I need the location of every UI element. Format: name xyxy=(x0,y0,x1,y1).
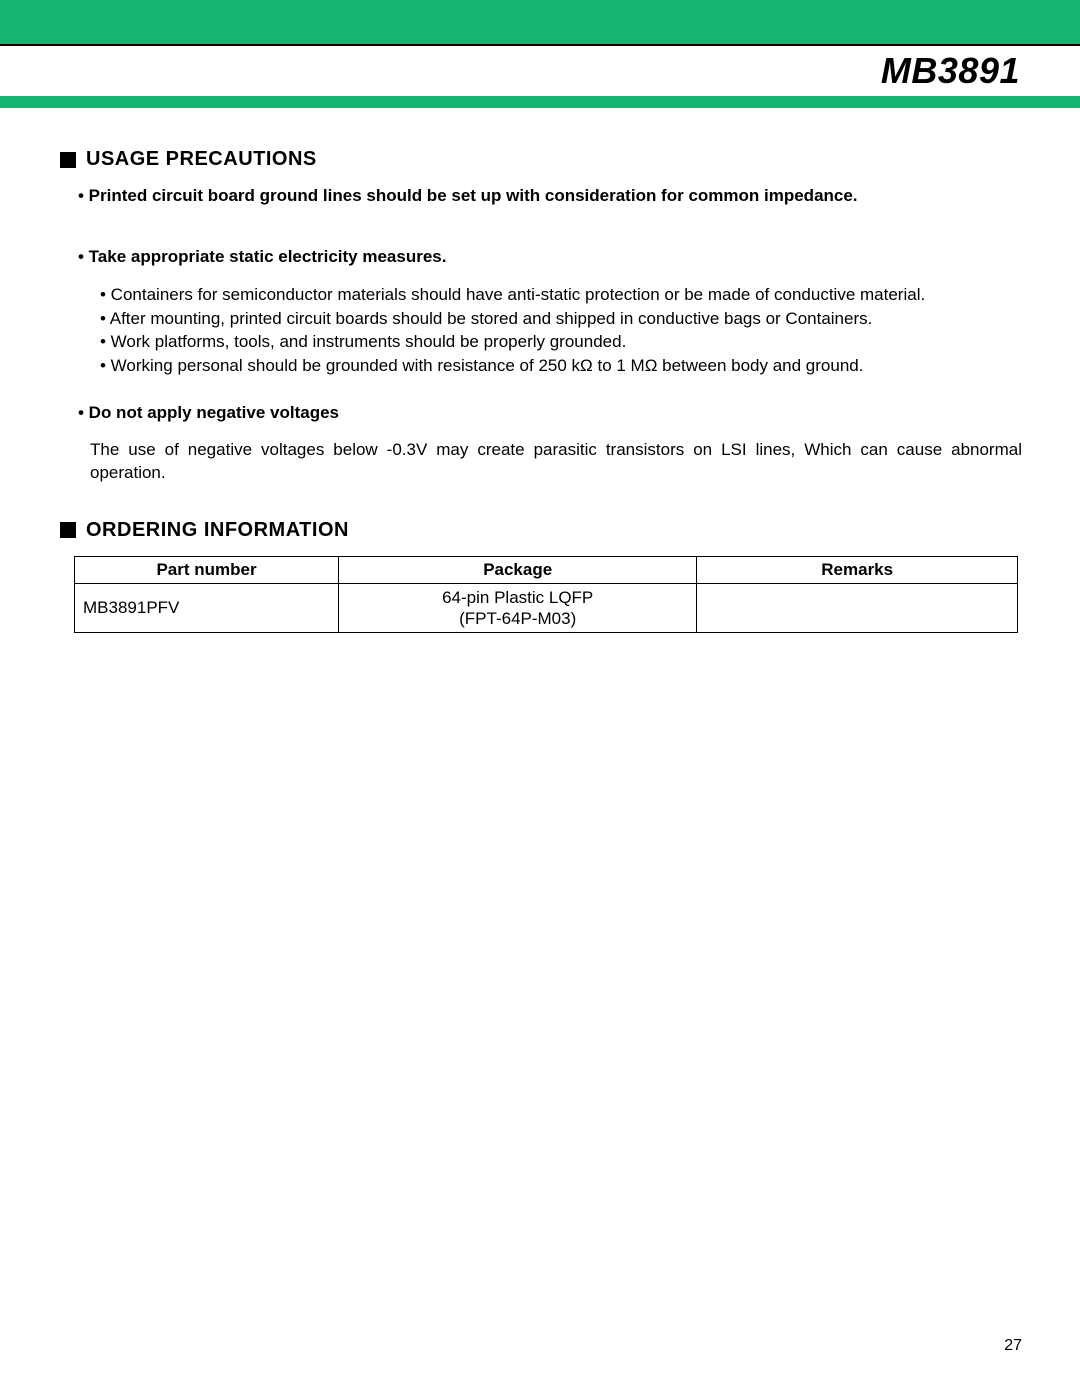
page: MB3891 USAGE PRECAUTIONS • Printed circu… xyxy=(0,0,1080,1397)
content-area: USAGE PRECAUTIONS • Printed circuit boar… xyxy=(0,108,1080,633)
page-number: 27 xyxy=(1004,1337,1022,1355)
usage-item-3: • Do not apply negative voltages xyxy=(78,402,1022,425)
usage-item-2-sub-4: • Working personal should be grounded wi… xyxy=(100,354,1022,378)
col-part-number: Part number xyxy=(75,556,339,583)
heading-text: ORDERING INFORMATION xyxy=(86,519,349,542)
header-row: MB3891 xyxy=(0,44,1080,96)
package-line-2: (FPT-64P-M03) xyxy=(459,609,576,628)
ordering-information-heading: ORDERING INFORMATION xyxy=(60,519,1022,542)
heading-text: USAGE PRECAUTIONS xyxy=(86,148,317,171)
col-package: Package xyxy=(339,556,697,583)
usage-item-3-paragraph: The use of negative voltages below -0.3V… xyxy=(90,439,1022,485)
table-header-row: Part number Package Remarks xyxy=(75,556,1018,583)
brand-top-bar xyxy=(0,0,1080,44)
cell-package: 64-pin Plastic LQFP (FPT-64P-M03) xyxy=(339,583,697,633)
package-line-1: 64-pin Plastic LQFP xyxy=(442,588,593,607)
usage-item-2: • Take appropriate static electricity me… xyxy=(78,246,1022,269)
col-remarks: Remarks xyxy=(697,556,1018,583)
usage-item-1: • Printed circuit board ground lines sho… xyxy=(78,185,1022,208)
usage-item-2-sub-2: • After mounting, printed circuit boards… xyxy=(100,307,1022,331)
table-row: MB3891PFV 64-pin Plastic LQFP (FPT-64P-M… xyxy=(75,583,1018,633)
square-bullet-icon xyxy=(60,522,76,538)
usage-item-2-sub-1: • Containers for semiconductor materials… xyxy=(100,283,1022,307)
cell-part-number: MB3891PFV xyxy=(75,583,339,633)
part-number-title: MB3891 xyxy=(881,50,1020,92)
brand-mid-bar xyxy=(0,96,1080,108)
usage-item-2-sub-3: • Work platforms, tools, and instruments… xyxy=(100,330,1022,354)
square-bullet-icon xyxy=(60,152,76,168)
ordering-table: Part number Package Remarks MB3891PFV 64… xyxy=(74,556,1018,634)
cell-remarks xyxy=(697,583,1018,633)
usage-precautions-heading: USAGE PRECAUTIONS xyxy=(60,148,1022,171)
